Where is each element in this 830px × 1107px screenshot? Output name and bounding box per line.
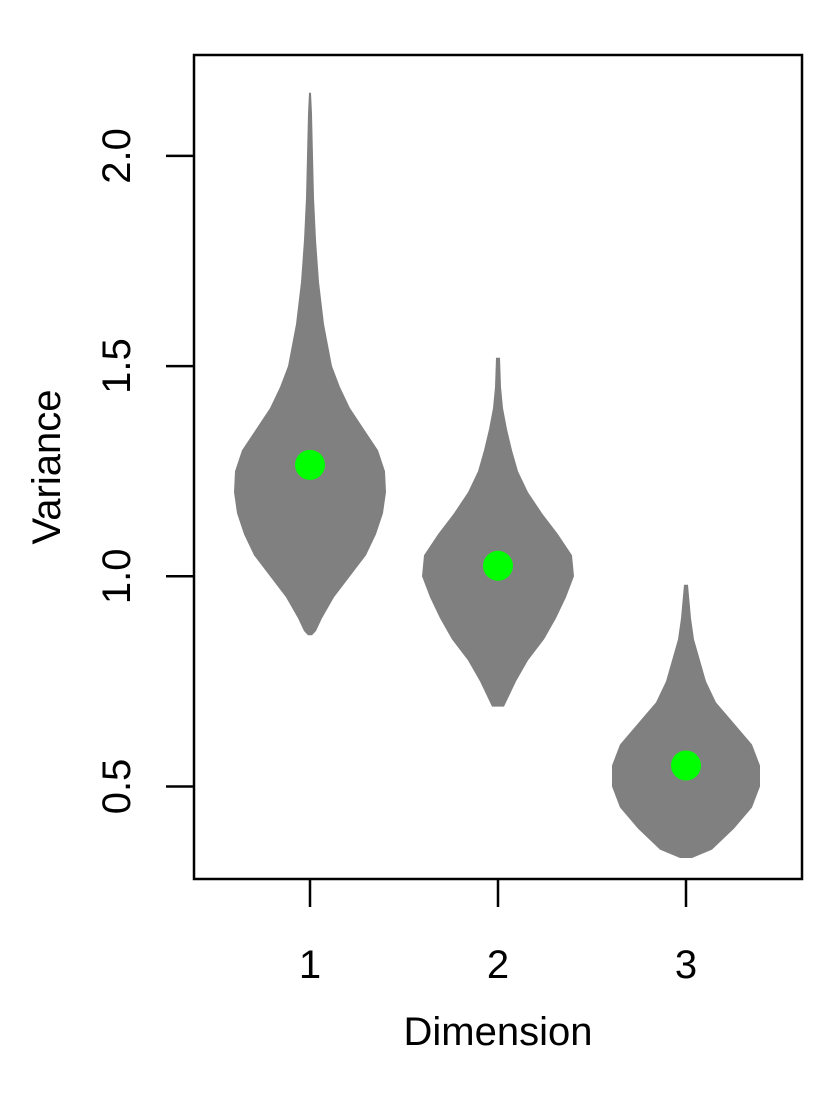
y-axis: 0.5 1.0 1.5 2.0 [95,128,194,814]
violin-1 [234,92,386,636]
median-point-2 [483,550,513,581]
median-point-1 [295,449,325,480]
y-tick-label-0.5: 0.5 [95,759,139,815]
violin-2 [422,357,574,707]
median-layer [295,449,701,781]
y-tick-label-2.0: 2.0 [95,128,139,184]
y-axis-title: Variance [25,390,69,545]
x-tick-label-1: 1 [299,943,321,987]
y-tick-label-1.0: 1.0 [95,548,139,604]
violin-layer [234,92,760,858]
median-point-3 [671,750,701,781]
x-tick-label-3: 3 [675,943,697,987]
x-axis-title: Dimension [404,1010,593,1054]
x-tick-label-2: 2 [487,943,509,987]
violin-3 [612,584,760,858]
x-axis: 1 2 3 [299,879,697,987]
y-tick-label-1.5: 1.5 [95,338,139,394]
